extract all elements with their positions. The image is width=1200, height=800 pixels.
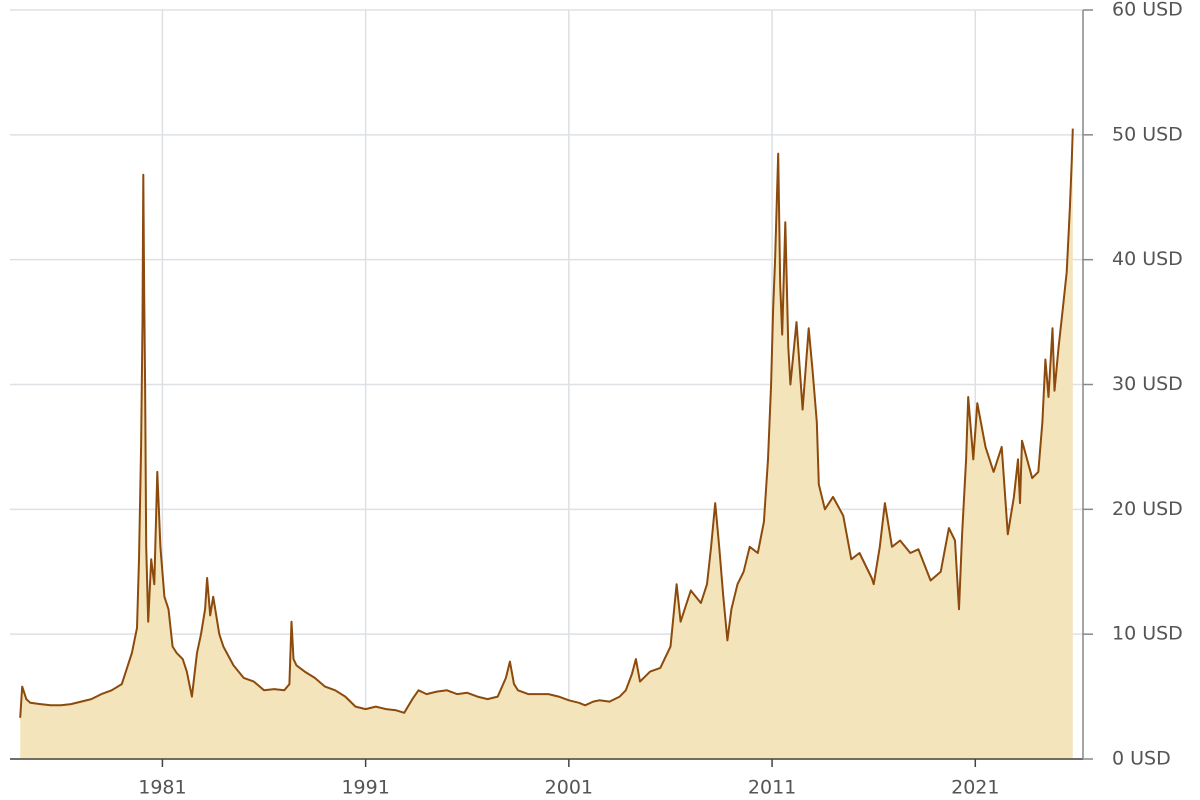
y-tick-label: 50 USD [1112,123,1183,145]
x-tick-label: 1981 [138,777,186,799]
y-tick-label: 10 USD [1112,623,1183,645]
x-tick-label: 2011 [748,777,796,799]
x-tick-label: 2021 [951,777,999,799]
x-tick-label: 2001 [545,777,593,799]
y-tick-label: 60 USD [1112,0,1183,21]
y-tick-label: 20 USD [1112,498,1183,520]
area-line [19,128,1074,718]
y-tick-label: 40 USD [1112,248,1183,270]
area-fill [20,128,1073,760]
x-tick-label: 1991 [341,777,389,799]
y-tick-label: 0 USD [1112,748,1171,770]
y-tick-label: 30 USD [1112,373,1183,395]
